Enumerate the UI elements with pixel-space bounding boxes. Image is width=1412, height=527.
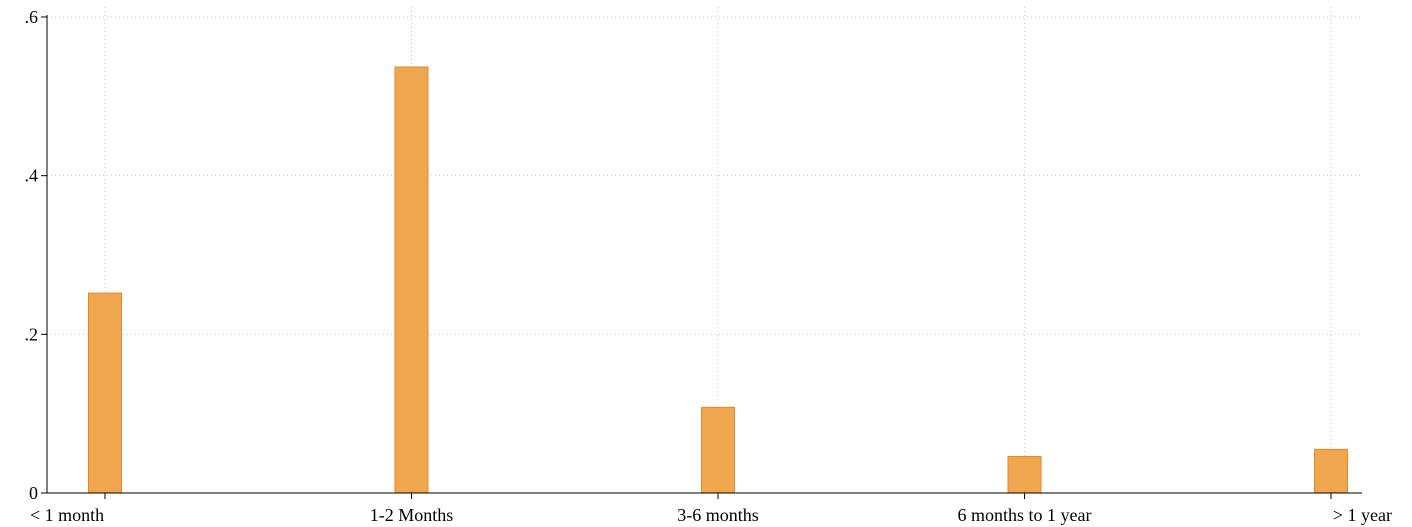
x-tick-label: 3-6 months [677, 505, 759, 525]
y-tick-label: .6 [25, 7, 39, 27]
x-tick-label: 1-2 Months [370, 505, 454, 525]
y-tick-label: .2 [25, 324, 39, 344]
y-axis-ticks: 0 .2 .4 .6 [25, 7, 47, 503]
bar [1314, 448, 1348, 494]
bars [88, 66, 1348, 494]
bar [701, 406, 735, 494]
bar [1007, 456, 1042, 494]
bar [394, 66, 429, 494]
y-tick-label: .4 [25, 166, 39, 186]
x-tick-label: > 1 year [1333, 505, 1392, 525]
y-tick-label: 0 [29, 483, 38, 503]
axes [46, 15, 1362, 494]
x-tick-label: < 1 month [30, 505, 104, 525]
bar [88, 292, 122, 494]
x-axis-ticks: < 1 month 1-2 Months 3-6 months 6 months to… [30, 493, 1392, 525]
x-tick-label: 6 months to 1 year [958, 505, 1092, 525]
